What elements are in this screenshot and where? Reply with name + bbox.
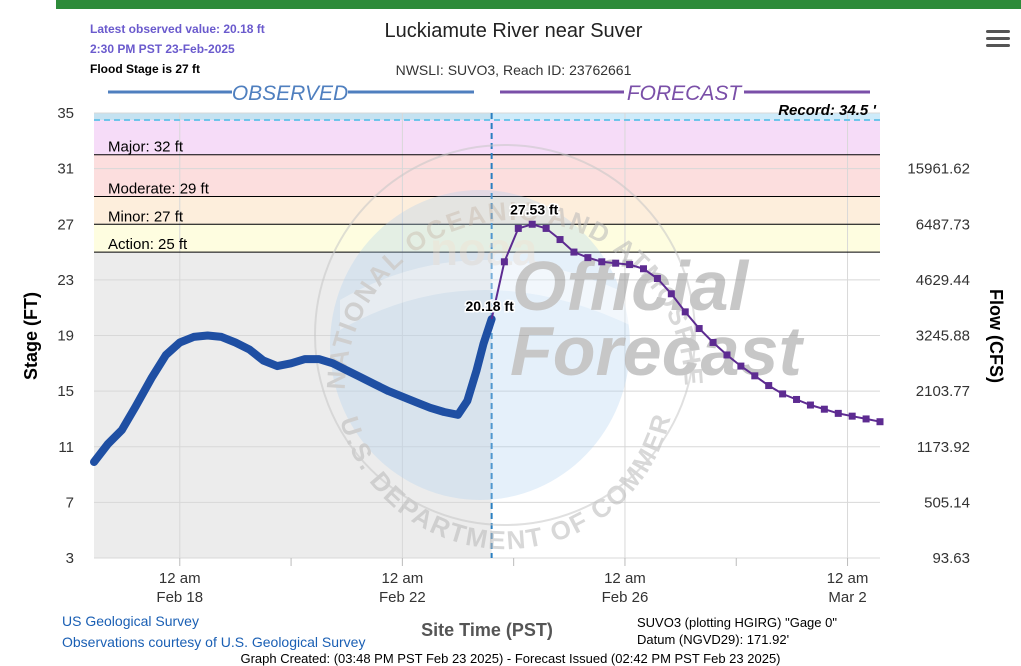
- flood-stage-note: Flood Stage is 27 ft: [90, 62, 201, 76]
- top-accent-bar: [56, 0, 1021, 9]
- gauge-info-line2: Datum (NGVD29): 171.92': [637, 632, 790, 647]
- y-tick-label: 15: [57, 383, 74, 400]
- y-tick-label: 27: [57, 216, 74, 233]
- forecast-point: [862, 415, 870, 423]
- y-axis-title: Stage (FT): [21, 292, 41, 380]
- forecast-point: [751, 372, 759, 380]
- y-tick-label: 23: [57, 272, 74, 289]
- forecast-point: [598, 258, 606, 266]
- major-label: Major: 32 ft: [108, 139, 184, 156]
- flow-tick-label: 3245.88: [916, 328, 970, 345]
- x-tick-date: Feb 18: [156, 589, 203, 606]
- forecast-point: [528, 220, 536, 228]
- minor-band: [94, 196, 880, 225]
- action-label: Action: 25 ft: [108, 236, 188, 253]
- y-tick-label: 3: [66, 550, 74, 567]
- x-tick-time: 12 am: [604, 570, 646, 587]
- y2-axis-title: Flow (CFS): [986, 289, 1006, 383]
- forecast-point: [612, 259, 620, 267]
- flow-tick-label: 15961.62: [907, 161, 970, 178]
- x-tick-date: Feb 22: [379, 589, 426, 606]
- forecast-point: [640, 265, 648, 273]
- latest-observed-value: Latest observed value: 20.18 ft: [90, 22, 265, 36]
- hamburger-menu-icon[interactable]: [986, 30, 1010, 50]
- forecast-point: [695, 325, 703, 333]
- x-tick-time: 12 am: [382, 570, 424, 587]
- observed-label: OBSERVED: [232, 82, 348, 105]
- forecast-point: [876, 418, 884, 426]
- latest-observed-time: 2:30 PM PST 23-Feb-2025: [90, 42, 235, 56]
- gauge-info-line1: SUVO3 (plotting HGIRG) "Gage 0": [637, 615, 837, 630]
- moderate-band: [94, 154, 880, 197]
- forecast-point: [779, 390, 787, 398]
- y-tick-label: 11: [58, 439, 74, 456]
- watermark-forecast: Forecast: [510, 312, 804, 390]
- record-band: [94, 113, 880, 120]
- forecast-point: [667, 290, 675, 298]
- forecast-point: [514, 224, 522, 232]
- flow-tick-label: 505.14: [924, 494, 970, 511]
- forecast-point: [834, 409, 842, 417]
- forecast-point: [584, 254, 592, 262]
- graph-created-note: Graph Created: (03:48 PM PST Feb 23 2025…: [240, 651, 781, 666]
- y-tick-label: 7: [66, 494, 74, 511]
- peak-annotation: 27.53 ft: [510, 201, 559, 217]
- flow-tick-label: 93.63: [932, 550, 970, 567]
- forecast-point: [626, 261, 634, 269]
- flow-tick-label: 4629.44: [916, 272, 970, 289]
- x-axis-title: Site Time (PST): [421, 620, 553, 640]
- forecast-point: [542, 224, 550, 232]
- noaa-seal-wave: [340, 260, 640, 330]
- forecast-point: [681, 308, 689, 316]
- action-band: [94, 224, 880, 253]
- observations-credit-link[interactable]: Observations courtesy of U.S. Geological…: [62, 634, 366, 650]
- x-tick-time: 12 am: [827, 570, 869, 587]
- moderate-label: Moderate: 29 ft: [108, 180, 210, 197]
- x-tick-time: 12 am: [159, 570, 201, 587]
- forecast-point: [556, 236, 564, 244]
- x-tick-date: Mar 2: [828, 589, 866, 606]
- peak-annotation: 20.18 ft: [466, 298, 515, 314]
- noaa-seal-ring: [314, 144, 696, 526]
- forecast-point: [848, 412, 856, 420]
- flow-tick-label: 1173.92: [917, 439, 970, 456]
- record-label: Record: 34.5 ': [778, 102, 876, 119]
- y-tick-label: 19: [57, 328, 74, 345]
- forecast-point: [737, 362, 745, 370]
- forecast-label: FORECAST: [627, 82, 744, 105]
- forecast-point: [793, 395, 801, 403]
- forecast-point: [820, 405, 828, 413]
- chart-subtitle: NWSLI: SUVO3, Reach ID: 23762661: [395, 62, 632, 78]
- forecast-point: [653, 274, 661, 282]
- y-tick-label: 35: [57, 105, 74, 122]
- forecast-point: [709, 338, 717, 346]
- forecast-point: [765, 382, 773, 390]
- observed-series-line: [90, 315, 496, 466]
- y-tick-label: 31: [57, 161, 74, 178]
- flow-tick-label: 2103.77: [916, 383, 970, 400]
- minor-label: Minor: 27 ft: [108, 208, 184, 225]
- major-band: [94, 119, 880, 155]
- forecast-point: [500, 258, 508, 266]
- forecast-point: [570, 248, 578, 256]
- forecast-point: [723, 351, 731, 359]
- forecast-point: [806, 401, 814, 409]
- chart-title: Luckiamute River near Suver: [384, 20, 643, 42]
- watermark-official: Official: [512, 247, 750, 325]
- flow-tick-label: 6487.73: [916, 216, 970, 233]
- x-tick-date: Feb 26: [602, 589, 649, 606]
- usgs-link[interactable]: US Geological Survey: [62, 613, 199, 629]
